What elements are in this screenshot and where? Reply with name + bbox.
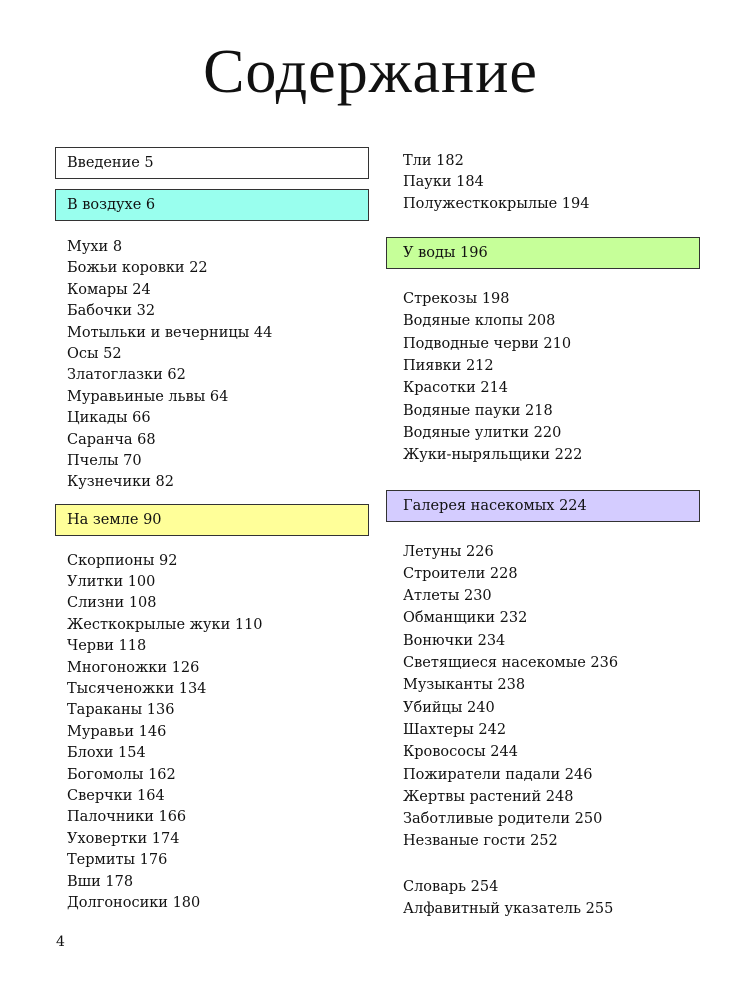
toc-entry[interactable]: Пиявки 212 (403, 358, 494, 375)
toc-entry[interactable]: Божьи коровки 22 (67, 260, 208, 277)
toc-entry[interactable]: Богомолы 162 (67, 766, 176, 783)
toc-entry[interactable]: Полужесткокрылые 194 (403, 195, 590, 212)
page-number: 4 (56, 934, 65, 950)
on-water-list: Стрекозы 198 Водяные клопы 208 Подводные… (386, 288, 700, 466)
toc-entry[interactable]: Уховертки 174 (67, 830, 180, 847)
toc-entry[interactable]: Сверчки 164 (67, 787, 165, 804)
section-on-water[interactable]: У воды 196 (386, 237, 700, 270)
toc-entry[interactable]: Термиты 176 (67, 852, 168, 869)
toc-entry[interactable]: Палочники 166 (67, 809, 187, 826)
toc-entry[interactable]: Алфавитный указатель 255 (403, 901, 614, 917)
toc-entry[interactable]: Светящиеся насекомые 236 (403, 655, 619, 672)
toc-entry[interactable]: Муравьиные львы 64 (67, 388, 229, 405)
appendix-list: Словарь 254 Алфавитный указатель 255 (386, 876, 700, 921)
toc-entry[interactable]: Тысяченожки 134 (67, 681, 207, 698)
toc-entry[interactable]: Цикады 66 (67, 410, 151, 427)
toc-entry[interactable]: Красотки 214 (403, 380, 509, 397)
continued-list: Тли 182 Пауки 184 Полужесткокрылые 194 (386, 151, 700, 215)
toc-entry[interactable]: Бабочки 32 (67, 303, 156, 320)
toc-entry[interactable]: Пауки 184 (403, 174, 484, 191)
section-intro[interactable]: Введение 5 (55, 147, 369, 179)
section-in-air[interactable]: В воздухе 6 (55, 189, 369, 221)
toc-entry[interactable]: Черви 118 (67, 638, 147, 655)
in-air-list: Мухи 8 Божьи коровки 22 Комары 24 Бабочк… (55, 237, 369, 494)
toc-entry[interactable]: Скорпионы 92 (67, 552, 178, 569)
toc-entry[interactable]: Словарь 254 (403, 878, 499, 895)
toc-entry[interactable]: Пожиратели падали 246 (403, 766, 593, 783)
on-ground-list: Скорпионы 92 Улитки 100 Слизни 108 Жестк… (55, 551, 369, 915)
toc-entry[interactable]: Заботливые родители 250 (403, 811, 603, 828)
toc-entry[interactable]: Улитки 100 (67, 574, 156, 591)
toc-entry[interactable]: Шахтеры 242 (403, 721, 507, 738)
toc-entry[interactable]: Незваные гости 252 (403, 833, 558, 850)
page-title: Содержание (203, 38, 538, 106)
toc-entry[interactable]: Жесткокрылые жуки 110 (67, 616, 263, 633)
toc-entry[interactable]: Стрекозы 198 (403, 291, 510, 308)
toc-entry[interactable]: Обманщики 232 (403, 610, 528, 627)
toc-left-column: Введение 5 В воздухе 6 Мухи 8 Божьи коро… (55, 147, 369, 914)
toc-entry[interactable]: Слизни 108 (67, 595, 157, 612)
toc-entry[interactable]: Комары 24 (67, 281, 151, 298)
section-on-ground[interactable]: На земле 90 (55, 503, 369, 536)
toc-entry[interactable]: Осы 52 (67, 345, 122, 362)
toc-entry[interactable]: Водяные пауки 218 (403, 402, 553, 419)
toc-entry[interactable]: Жуки-ныряльщики 222 (403, 447, 583, 464)
toc-entry[interactable]: Многоножки 126 (67, 659, 200, 676)
toc-entry[interactable]: Водяные клопы 208 (403, 313, 556, 330)
toc-entry[interactable]: Кровососы 244 (403, 744, 518, 761)
toc-entry[interactable]: Мухи 8 (67, 239, 123, 255)
toc-entry[interactable]: Убийцы 240 (403, 699, 495, 716)
toc-entry[interactable]: Муравьи 146 (67, 723, 167, 740)
toc-entry[interactable]: Подводные черви 210 (403, 335, 572, 352)
toc-entry[interactable]: Жертвы растений 248 (403, 788, 574, 805)
toc-entry[interactable]: Строители 228 (403, 565, 518, 582)
toc-entry[interactable]: Вши 178 (67, 873, 134, 890)
toc-entry[interactable]: Кузнечики 82 (67, 474, 174, 491)
toc-entry[interactable]: Мотыльки и вечерницы 44 (67, 324, 273, 341)
toc-entry[interactable]: Вонючки 234 (403, 632, 506, 649)
section-insect-gallery[interactable]: Галерея насекомых 224 (386, 489, 700, 522)
toc-entry[interactable]: Летуны 226 (403, 543, 494, 560)
toc-entry[interactable]: Тараканы 136 (67, 702, 175, 719)
toc-entry[interactable]: Долгоносики 180 (67, 894, 201, 911)
toc-entry[interactable]: Атлеты 230 (403, 588, 492, 605)
toc-entry[interactable]: Музыканты 238 (403, 677, 526, 694)
toc-right-column: Тли 182 Пауки 184 Полужесткокрылые 194 У… (386, 151, 700, 920)
toc-entry[interactable]: Водяные улитки 220 (403, 424, 562, 441)
toc-entry[interactable]: Тли 182 (403, 153, 464, 169)
gallery-list: Летуны 226 Строители 228 Атлеты 230 Обма… (386, 541, 700, 853)
toc-entry[interactable]: Блохи 154 (67, 745, 146, 762)
toc-entry[interactable]: Пчелы 70 (67, 452, 142, 469)
toc-entry[interactable]: Саранча 68 (67, 431, 156, 448)
toc-entry[interactable]: Златоглазки 62 (67, 367, 186, 384)
